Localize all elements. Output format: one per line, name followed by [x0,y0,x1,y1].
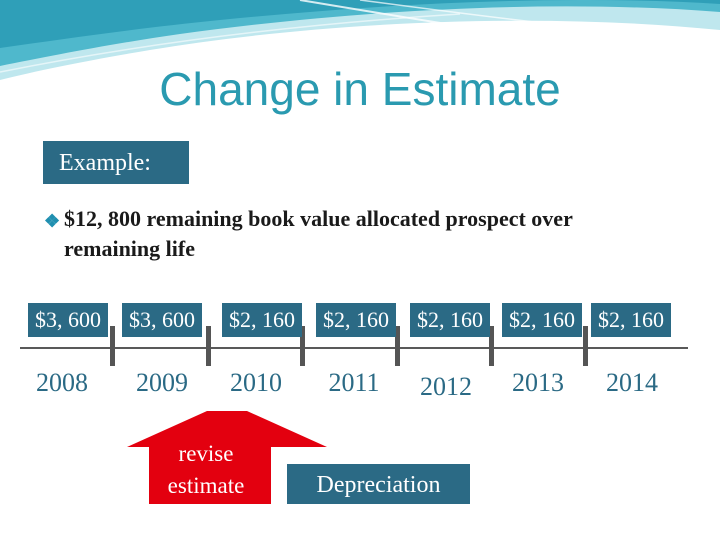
bullet-text-line1: $12, 800 remaining book value allocated … [64,206,573,231]
amount-2008: $3, 600 [28,303,108,337]
amount-2009: $3, 600 [122,303,202,337]
amount-2013: $2, 160 [502,303,582,337]
example-label: Example: [43,141,189,184]
amount-2014: $2, 160 [591,303,671,337]
year-2010: 2010 [230,368,282,397]
revise-estimate-label: revise estimate [167,441,245,498]
year-2008: 2008 [36,368,88,397]
diamond-bullet-icon: ❖ [44,211,61,231]
year-2011: 2011 [328,368,380,397]
slide-title: Change in Estimate [159,63,561,115]
bullet-point: ❖ $12, 800 remaining book value allocate… [44,204,694,264]
year-2009: 2009 [136,368,188,397]
revise-arrow [127,411,327,504]
year-2014: 2014 [606,368,658,397]
year-2012: 2012 [420,372,472,401]
amount-2011: $2, 160 [316,303,396,337]
year-2013: 2013 [512,368,564,397]
header-wave-decoration [0,0,720,80]
depreciation-label: Depreciation [287,464,470,504]
amount-2012: $2, 160 [410,303,490,337]
bullet-text-line2: remaining life [64,236,195,261]
amount-2010: $2, 160 [222,303,302,337]
